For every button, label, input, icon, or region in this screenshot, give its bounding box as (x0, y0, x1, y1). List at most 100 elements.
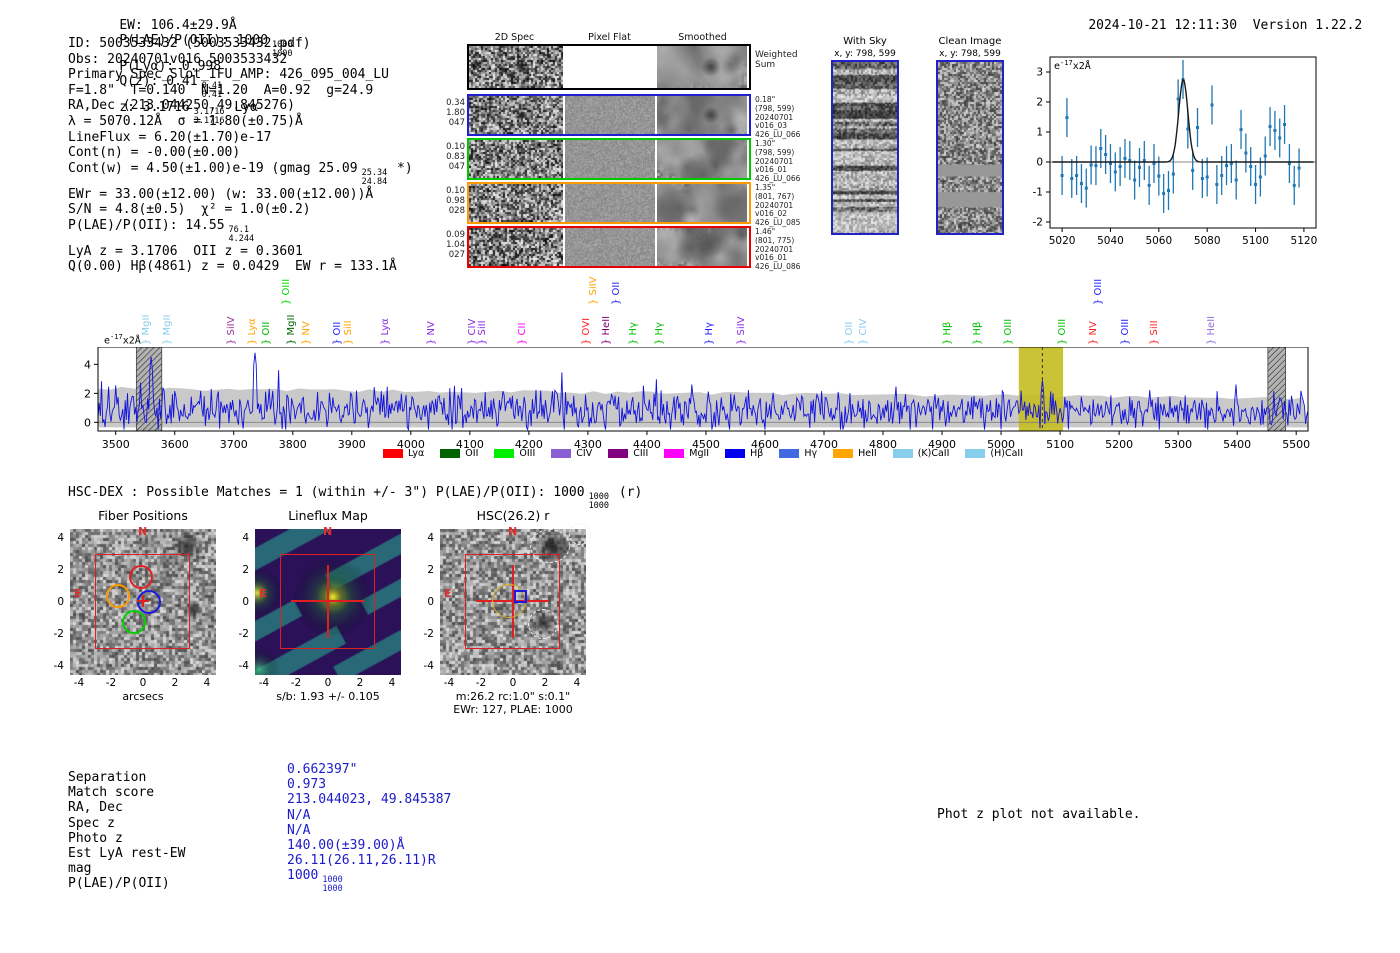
x-tick-label: 4 (203, 677, 211, 689)
qz-frac: 0.41 0.41 (201, 80, 223, 100)
legend-swatch (608, 449, 629, 458)
legend-item: OIII (494, 448, 535, 459)
svg-text:3500: 3500 (102, 438, 130, 451)
y-tick-label: 4 (242, 532, 249, 544)
match-row: Spec zN/A (68, 807, 311, 831)
legend-swatch (779, 449, 800, 458)
match-row: P(LAE)/P(OII)1000 1000 1000 (68, 868, 343, 895)
y-tick-label: 4 (427, 532, 434, 544)
info-line: λ = 5070.12Å σ = 1.80(±0.75)Å (68, 113, 303, 129)
x-tick-label: -4 (73, 677, 85, 689)
qz-value: Q(z): 0.41 0.41 0.41 (119, 73, 223, 100)
x-tick-label: 0 (139, 677, 147, 689)
svg-text:4000: 4000 (397, 438, 425, 451)
line-label-nv: } NV (1088, 321, 1100, 345)
clean-image-frame (936, 60, 1004, 235)
center-marker (142, 595, 144, 607)
extraction-box (95, 554, 190, 649)
y-tick-label: 2 (242, 564, 249, 576)
legend-swatch (833, 449, 854, 458)
x-tick-label: -4 (258, 677, 270, 689)
line-label-siiv: } SiIV (226, 316, 238, 345)
svg-text:4300: 4300 (574, 438, 602, 451)
match-row: mag26.11(26.11,26.11)R (68, 853, 436, 877)
spec2d-col-header: Smoothed (678, 32, 727, 43)
line-label-heii: } HeII (601, 315, 613, 345)
y-tick-label: 0 (427, 596, 434, 608)
line-label-lyα: } Lyα (246, 318, 258, 345)
detection-info: ID: 5003533432 (5003533432.pdf) Obs: 202… (68, 36, 413, 275)
cutout-xlabel: s/b: 1.93 +/- 0.105 (276, 690, 380, 703)
svg-text:4: 4 (84, 358, 91, 371)
fiber-row-left-labels: 0.10 0.98 028 (446, 186, 465, 216)
with-sky-image-frame (831, 60, 899, 235)
lineflux-map-cutout: Lineflux Map 4 2 0 -2 -4 N E -4 -2 0 2 4 s/b: 1.… (231, 508, 431, 733)
line-label-mgii: } MgII (162, 314, 174, 345)
line-label-civ: } CIV (467, 318, 479, 345)
svg-text:0: 0 (84, 416, 91, 429)
fiber-row-left-labels: 0.34 1.80 047 (446, 98, 465, 128)
y-tick-label: 0 (57, 596, 64, 608)
cutout-title: Fiber Positions (98, 508, 188, 523)
svg-text:e-17x2Å: e-17x2Å (1054, 59, 1091, 72)
svg-text:5200: 5200 (1105, 438, 1133, 451)
svg-text:5500: 5500 (1282, 438, 1310, 451)
spec2d-row-fiber (467, 182, 751, 224)
report-datetime: 2024-10-21 12:11:30 (1088, 18, 1238, 33)
x-tick-label: 0 (324, 677, 332, 689)
spec2d-image (469, 184, 563, 222)
svg-text:3800: 3800 (279, 438, 307, 451)
legend-label: Lyα (407, 448, 425, 459)
legend-item: (H)CaII (965, 448, 1023, 459)
x-tick-label: 2 (171, 677, 179, 689)
ew-value: EW: 106.4±29.9Å (119, 18, 237, 33)
line-label-oii: } OII (332, 321, 344, 345)
info-line: Obs: 20240701v016_5003533432 (68, 51, 288, 67)
line-label-nv: } NV (301, 321, 313, 345)
legend-swatch (892, 449, 913, 458)
x-axis-ticks: -4 -2 0 2 4 (255, 677, 401, 689)
match-row: Photo zN/A (68, 822, 311, 846)
line-label-siii: } SiII (1148, 320, 1160, 345)
fiber-row-right-labels: 0.18" (798, 599) 20240701 v016_03 426_LU_066 (755, 95, 801, 140)
pixel-flat-image (565, 184, 655, 222)
clean-image-panel: Clean Image x, y: 798, 599 (925, 36, 1015, 241)
legend-item: Lyα (382, 448, 425, 459)
segmentation-outline (569, 523, 591, 545)
y-tick-label: -4 (53, 660, 64, 672)
x-tick-label: 2 (541, 677, 549, 689)
match-row: Match score0.973 (68, 777, 327, 801)
hsc-r-image: N E (440, 523, 591, 675)
legend-swatch (440, 449, 461, 458)
y-axis-ticks: 4 2 0 -2 -4 (46, 529, 66, 675)
svg-text:3: 3 (1036, 67, 1043, 79)
info-line: S/N = 4.8(±0.5) χ² = 1.0(±0.2) (68, 202, 311, 218)
legend-label: MgII (689, 448, 710, 459)
info-line: Q(0.00) Hβ(4861) z = 0.0429 EW r = 133.1… (68, 259, 397, 275)
detection-box-marker (514, 590, 527, 603)
legend-swatch (965, 449, 986, 458)
report-meta: 2024-10-21 12:11:30 Version 1.22.2 (1057, 3, 1362, 48)
info-line: ID: 5003533432 (5003533432.pdf) (68, 36, 311, 51)
legend-item: OII (440, 448, 478, 459)
svg-text:4800: 4800 (869, 438, 897, 451)
y-tick-label: 2 (57, 564, 64, 576)
clean-image-title: Clean Image (938, 36, 1002, 47)
svg-text:4100: 4100 (456, 438, 484, 451)
svg-text:5300: 5300 (1164, 438, 1192, 451)
svg-text:5040: 5040 (1097, 235, 1124, 247)
x-tick-label: -2 (475, 677, 487, 689)
legend-item: CIII (608, 448, 648, 459)
lineflux-map-image: N E (255, 526, 401, 675)
line-label-cii: } CII (517, 322, 529, 345)
emission-line-zoom-chart: 5020 5040 5060 5080 5100 5120 -2 -1 0 1 2 3 e-17x2Å (1033, 56, 1317, 247)
line-label-hγ: } Hγ (627, 322, 639, 345)
clean-image (938, 62, 1002, 233)
svg-text:5080: 5080 (1194, 235, 1221, 247)
fiber-row-right-labels: 1.30" (798, 599) 20240701 v016_01 426_LU_066 (755, 139, 801, 184)
full-spectrum-chart: 3500 3600 3700 3800 3900 4000 4100 4200 4300 4400… (84, 347, 1310, 451)
cutout-title: Lineflux Map (288, 508, 368, 523)
line-label-mgii: } MgII (140, 314, 152, 345)
pixel-flat-image (565, 96, 655, 134)
